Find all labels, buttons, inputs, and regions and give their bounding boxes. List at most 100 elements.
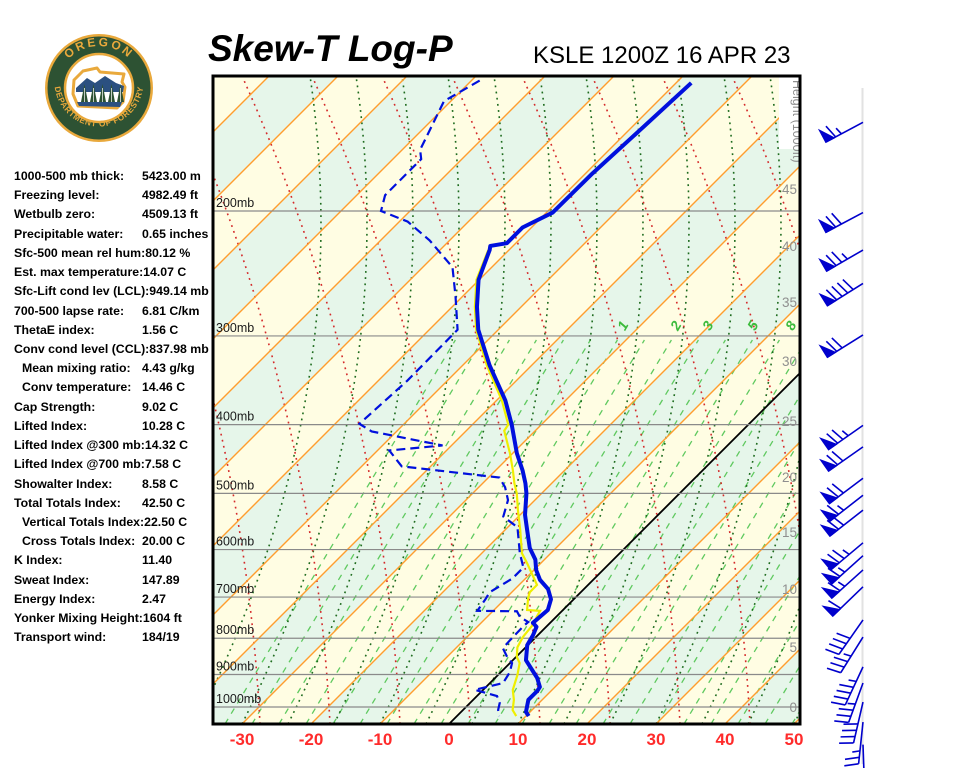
isotherm-line bbox=[517, 441, 800, 724]
mixing-ratio-line bbox=[359, 339, 591, 724]
temp-axis-tick: 30 bbox=[647, 730, 666, 749]
stat-row: Precipitable water: 0.65 inches bbox=[14, 225, 214, 244]
pressure-axis-label: 900mb bbox=[216, 660, 254, 674]
stat-label: Freezing level: bbox=[14, 188, 100, 203]
stat-row: Total Totals Index: 42.50 C bbox=[14, 494, 214, 513]
stat-label: Conv cond level (CCL): bbox=[14, 341, 150, 356]
pressure-axis-label: 800mb bbox=[216, 623, 254, 637]
wind-barb bbox=[820, 569, 864, 600]
wind-barb bbox=[825, 619, 864, 656]
wind-barb bbox=[817, 211, 864, 234]
stat-value: 147.89 bbox=[142, 572, 180, 587]
stat-value: 8.58 C bbox=[142, 476, 179, 491]
wind-barb bbox=[817, 121, 864, 144]
temp-axis-tick: 10 bbox=[509, 730, 528, 749]
stat-value: 20.00 C bbox=[142, 534, 186, 549]
stat-row: 700-500 lapse rate: 6.81 C/km bbox=[14, 302, 214, 321]
plot-area: 1 2 3 5 8200mb300mb400mb500mb600mb700mb800mb… bbox=[0, 76, 804, 724]
temperature-trace bbox=[474, 81, 693, 718]
wind-barb bbox=[862, 744, 865, 768]
stat-value: 4982.49 ft bbox=[142, 188, 199, 203]
stat-label: Precipitable water: bbox=[14, 226, 124, 241]
height-axis-tick: 25 bbox=[782, 414, 797, 429]
stat-value: 7.58 C bbox=[144, 457, 182, 472]
stat-label: Mean mixing ratio: bbox=[22, 361, 131, 376]
station-time-label: KSLE 1200Z 16 APR 23 bbox=[533, 42, 791, 69]
dry-adiabat-line bbox=[213, 395, 261, 724]
pressure-axis-label: 1000mb bbox=[216, 692, 261, 706]
mixing-ratio-line bbox=[710, 574, 800, 724]
stat-row: Freezing level: 4982.49 ft bbox=[14, 186, 214, 205]
wind-barb bbox=[819, 446, 864, 473]
temp-axis-tick: -20 bbox=[299, 730, 324, 749]
dry-adiabat-line bbox=[521, 76, 681, 724]
isotherm-line bbox=[310, 234, 800, 724]
height-axis-tick: 40 bbox=[782, 239, 797, 254]
stat-label: Cap Strength: bbox=[14, 399, 96, 414]
chart-border bbox=[211, 74, 802, 726]
stat-value: 42.50 C bbox=[142, 495, 186, 510]
stat-label: Lifted Index @700 mb: bbox=[14, 457, 145, 472]
stat-label: K Index: bbox=[14, 553, 63, 568]
wind-barb bbox=[819, 509, 864, 538]
height-axis-tick: 35 bbox=[782, 295, 797, 310]
mixing-ratio-line bbox=[332, 339, 564, 724]
temp-axis-tick: 0 bbox=[444, 730, 453, 749]
stat-value: 14.07 C bbox=[143, 265, 187, 280]
logo-oregon-emblem bbox=[71, 66, 127, 110]
temp-axis-tick: -10 bbox=[368, 730, 393, 749]
stat-label: Transport wind: bbox=[14, 630, 107, 645]
isotherm-line bbox=[213, 96, 800, 685]
isotherm-line bbox=[213, 76, 477, 340]
mixing-ratio-line bbox=[521, 339, 753, 724]
pressure-axis-label: 500mb bbox=[216, 478, 254, 492]
dry-adiabat-line bbox=[591, 76, 751, 724]
wind-barb bbox=[818, 249, 864, 273]
stat-row: Lifted Index @300 mb:14.32 C bbox=[14, 436, 214, 455]
height-axis-tick: 30 bbox=[782, 354, 797, 369]
height-axis-title: Height (1000ft) bbox=[790, 80, 804, 163]
stat-row: Sfc-Lift cond lev (LCL):949.14 mb bbox=[14, 282, 214, 301]
stat-value: 837.98 mb bbox=[149, 341, 209, 356]
height-axis-tick: 15 bbox=[782, 525, 797, 540]
stat-row: Lifted Index @700 mb:7.58 C bbox=[14, 455, 214, 474]
height-axis-tick: 20 bbox=[782, 470, 797, 485]
dry-adiabat-line bbox=[241, 76, 401, 724]
sounding-indices-panel: 1000-500 mb thick: 5423.00 m Freezing leve… bbox=[14, 167, 214, 647]
wind-barb bbox=[834, 682, 864, 724]
temp-axis-tick: 20 bbox=[578, 730, 597, 749]
moist-adiabat-line bbox=[793, 709, 800, 724]
stat-label: Yonker Mixing Height: bbox=[14, 611, 143, 626]
stat-row: Wetbulb zero: 4509.13 ft bbox=[14, 205, 214, 224]
mixing-ratio-line bbox=[413, 339, 645, 724]
mixing-ratio-line bbox=[683, 529, 800, 724]
stat-row: Transport wind: 184/19 bbox=[14, 628, 214, 647]
stat-row: Lifted Index: 10.28 C bbox=[14, 417, 214, 436]
stat-row: Est. max temperature:14.07 C bbox=[14, 263, 214, 282]
pressure-axis-label: 200mb bbox=[216, 196, 254, 210]
isotherm-line bbox=[0, 76, 200, 724]
stat-label: Vertical Totals Index: bbox=[22, 514, 145, 529]
wind-barb bbox=[826, 636, 864, 674]
stat-value: 949.14 mb bbox=[149, 284, 209, 299]
dewpoint-trace bbox=[357, 79, 531, 717]
stat-label: Lifted Index: bbox=[14, 418, 88, 433]
stat-value: 1604 ft bbox=[142, 611, 182, 626]
stat-row: K Index: 11.40 bbox=[14, 551, 214, 570]
mixing-ratio-line bbox=[251, 339, 483, 724]
stat-value: 14.32 C bbox=[144, 438, 188, 453]
stat-label: Sfc-Lift cond lev (LCL): bbox=[14, 284, 150, 299]
stat-row: Showalter Index: 8.58 C bbox=[14, 475, 214, 494]
isotherm-line bbox=[213, 76, 546, 409]
stat-row: Energy Index: 2.47 bbox=[14, 590, 214, 609]
stat-label: ThetaE index: bbox=[14, 322, 95, 337]
isotherm-line bbox=[241, 165, 800, 724]
isotherm-line bbox=[655, 579, 800, 724]
stat-row: Conv temperature: 14.46 C bbox=[14, 378, 214, 397]
stat-label: Sweat Index: bbox=[14, 572, 90, 587]
mixing-ratio-line bbox=[602, 394, 800, 724]
stat-value: 14.46 C bbox=[142, 380, 186, 395]
stat-row: Mean mixing ratio: 4.43 g/kg bbox=[14, 359, 214, 378]
dry-adiabat-line bbox=[311, 76, 471, 724]
